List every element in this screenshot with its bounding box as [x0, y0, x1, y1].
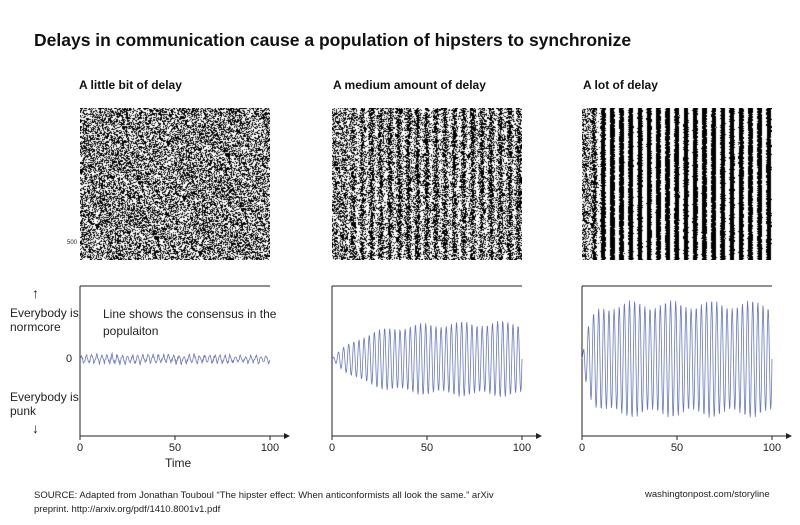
- x-tick-label: 0: [329, 442, 335, 454]
- raster-plot-2: [332, 108, 522, 260]
- x-tick-label: 50: [169, 442, 181, 454]
- x-axis-arrow-icon: [786, 433, 792, 439]
- chart-title: Delays in communication cause a populati…: [34, 30, 632, 50]
- source-note: SOURCE: Adapted from Jonathan Touboul “T…: [34, 490, 494, 515]
- x-tick-label: 100: [763, 442, 781, 454]
- consensus-line: [79, 351, 271, 366]
- down-arrow-icon: ↓: [32, 420, 39, 436]
- up-arrow-icon: ↑: [32, 285, 39, 301]
- x-tick-label: 0: [579, 442, 585, 454]
- x-axis-arrow-icon: [536, 433, 542, 439]
- consensus-annotation: Line shows the consensus in the populait…: [103, 307, 277, 338]
- panel-title-3: A lot of delay: [583, 78, 658, 92]
- consensus-line: [581, 300, 773, 418]
- panel-title-2: A medium amount of delay: [333, 78, 486, 92]
- x-axis-arrow-icon: [284, 433, 290, 439]
- raster-plot-3: [582, 108, 772, 260]
- consensus-line: [331, 320, 523, 397]
- bottom-axis-label: Everybody is punk: [10, 390, 79, 418]
- panel-title-1: A little bit of delay: [79, 78, 182, 92]
- x-tick-label: 0: [77, 442, 83, 454]
- x-tick-label: 50: [671, 442, 683, 454]
- x-axis-label: Time: [165, 456, 192, 470]
- raster-tick-label: 500: [67, 240, 78, 246]
- x-tick-label: 100: [513, 442, 531, 454]
- top-axis-label: Everybody is normcore: [10, 306, 79, 334]
- zero-label: 0: [66, 353, 73, 365]
- credit-link[interactable]: washingtonpost.com/storyline: [645, 489, 770, 500]
- x-tick-label: 50: [421, 442, 433, 454]
- raster-plot-1: [80, 108, 270, 260]
- x-tick-label: 100: [261, 442, 279, 454]
